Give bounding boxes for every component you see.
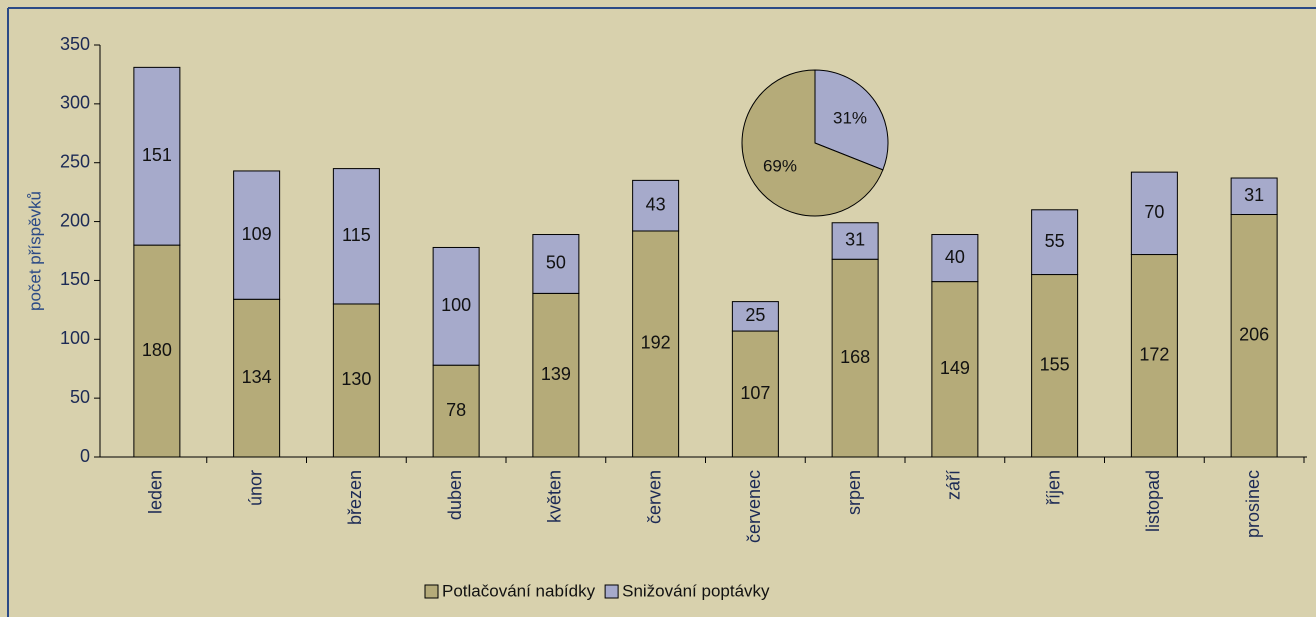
x-tick-label: únor (245, 470, 265, 506)
legend-swatch (424, 584, 439, 599)
data-label: 50 (546, 253, 566, 273)
bar-segment (233, 298, 281, 458)
bar-segment (731, 301, 779, 332)
x-tick-label: květen (545, 470, 565, 523)
data-label: 151 (142, 145, 172, 165)
legend-label: Potlačování nabídky (442, 581, 596, 600)
bar-segment (133, 66, 181, 246)
data-label: 130 (341, 369, 371, 389)
data-label: 168 (840, 347, 870, 367)
bar-segment (1230, 177, 1278, 216)
x-tick-label: listopad (1143, 470, 1163, 532)
bar-segment (1130, 254, 1178, 458)
y-tick-label: 0 (80, 446, 90, 466)
x-tick-label: prosinec (1243, 470, 1263, 538)
bar-segment (831, 222, 879, 260)
bar-segment (432, 364, 480, 458)
bar-segment (632, 179, 680, 232)
x-tick-label: duben (445, 470, 465, 520)
bar-segment (931, 234, 979, 283)
data-label: 172 (1139, 345, 1169, 365)
data-label: 134 (242, 367, 272, 387)
data-label: 31 (1244, 185, 1264, 205)
bar-segment (332, 168, 380, 305)
pie-label: 31% (833, 109, 867, 128)
data-label: 43 (646, 194, 666, 214)
data-label: 78 (446, 400, 466, 420)
data-label: 107 (740, 383, 770, 403)
bar-segment (432, 246, 480, 366)
y-tick-label: 100 (60, 328, 90, 348)
x-tick-label: březen (345, 470, 365, 525)
data-label: 70 (1144, 202, 1164, 222)
y-tick-label: 300 (60, 93, 90, 113)
x-tick-label: září (944, 470, 964, 500)
data-label: 31 (845, 230, 865, 250)
bar-segment (1230, 214, 1278, 458)
y-tick-label: 250 (60, 151, 90, 171)
y-tick-label: 50 (70, 387, 90, 407)
y-axis-label: počet příspěvků (25, 191, 44, 311)
y-tick-label: 350 (60, 34, 90, 54)
data-label: 55 (1045, 231, 1065, 251)
data-label: 40 (945, 247, 965, 267)
data-label: 155 (1040, 355, 1070, 375)
x-tick-label: červenec (744, 470, 764, 543)
y-tick-label: 150 (60, 269, 90, 289)
bar-segment (332, 303, 380, 458)
pie-label: 69% (763, 156, 797, 175)
bar-segment (731, 330, 779, 458)
x-tick-label: leden (146, 470, 166, 514)
data-label: 139 (541, 364, 571, 384)
data-label: 206 (1239, 325, 1269, 345)
bar-segment (532, 292, 580, 458)
data-label: 180 (142, 340, 172, 360)
x-tick-label: srpen (844, 470, 864, 515)
bar-segment (931, 281, 979, 458)
data-label: 25 (745, 305, 765, 325)
bar-segment (532, 234, 580, 294)
bar-segment (1130, 171, 1178, 256)
pie-slice (814, 69, 889, 171)
data-label: 149 (940, 358, 970, 378)
y-tick-label: 200 (60, 210, 90, 230)
legend-swatch (604, 584, 619, 599)
data-label: 192 (641, 333, 671, 353)
data-label: 115 (342, 225, 371, 245)
x-tick-label: červen (644, 470, 664, 524)
x-tick-label: říjen (1043, 470, 1063, 505)
data-label: 100 (441, 295, 471, 315)
data-label: 109 (242, 224, 272, 244)
pie-slice (741, 69, 884, 217)
bar-segment (133, 244, 181, 458)
legend-label: Snižování poptávky (622, 581, 770, 600)
bar-segment (1031, 209, 1079, 276)
bar-segment (1031, 274, 1079, 458)
bar-segment (233, 170, 281, 300)
